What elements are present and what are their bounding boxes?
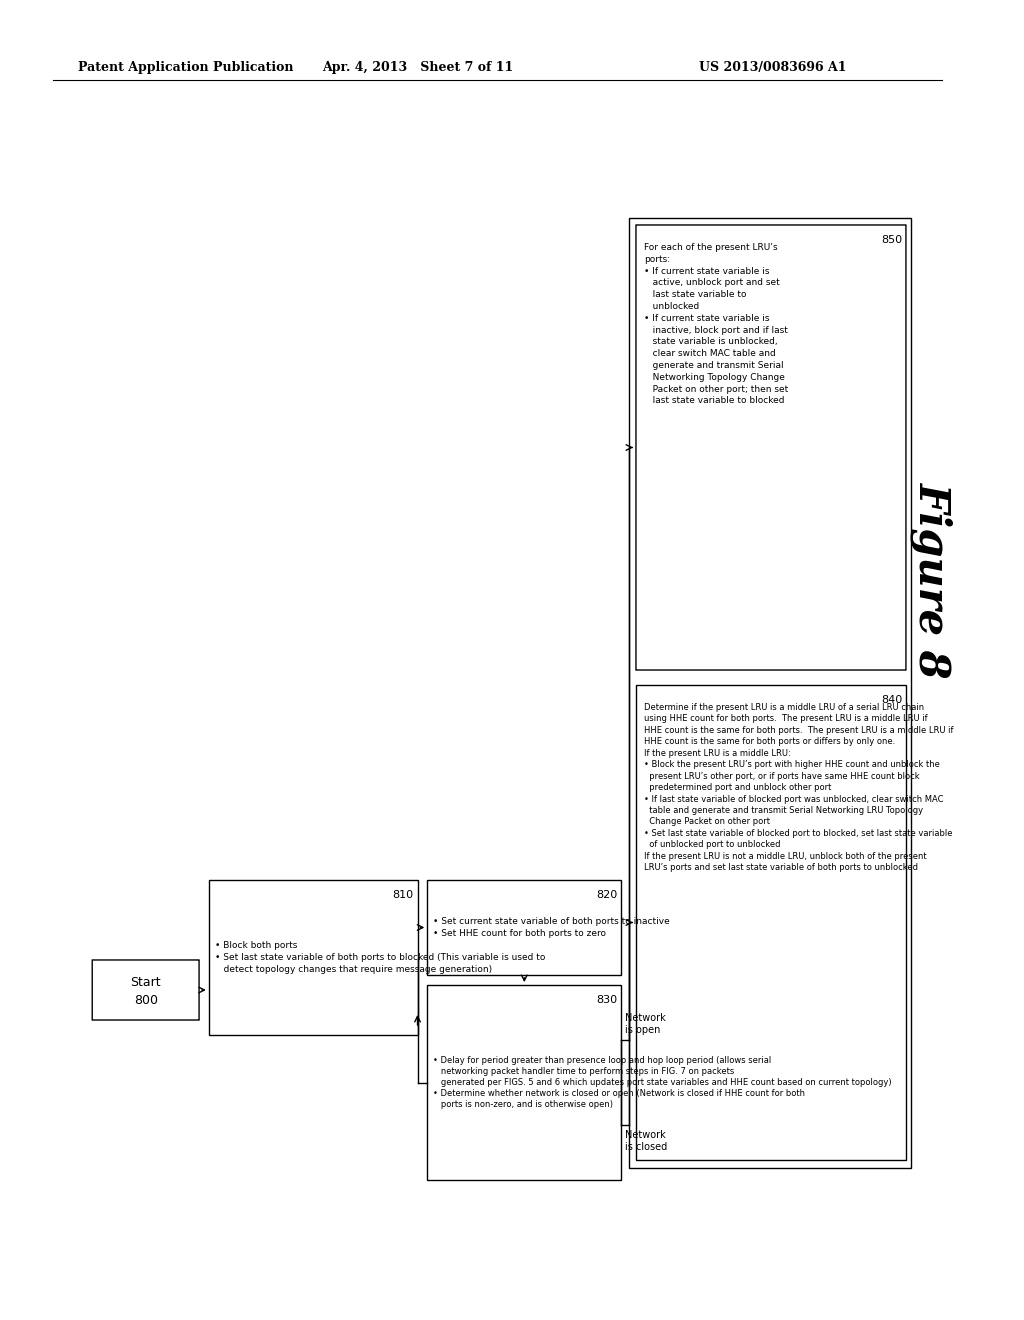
Text: Network
is closed: Network is closed	[626, 1130, 668, 1152]
FancyBboxPatch shape	[427, 985, 622, 1180]
Text: Start: Start	[130, 975, 161, 989]
Text: 800: 800	[134, 994, 158, 1006]
FancyBboxPatch shape	[92, 960, 199, 1020]
Text: Figure 8: Figure 8	[911, 482, 953, 678]
Text: 830: 830	[596, 995, 617, 1005]
Text: For each of the present LRU’s
ports:
• If current state variable is
   active, u: For each of the present LRU’s ports: • I…	[644, 243, 788, 405]
FancyBboxPatch shape	[636, 685, 906, 1160]
Text: Patent Application Publication: Patent Application Publication	[78, 62, 293, 74]
Text: US 2013/0083696 A1: US 2013/0083696 A1	[699, 62, 847, 74]
Text: 810: 810	[392, 890, 414, 900]
FancyBboxPatch shape	[636, 224, 906, 671]
Text: 820: 820	[596, 890, 617, 900]
Text: Apr. 4, 2013   Sheet 7 of 11: Apr. 4, 2013 Sheet 7 of 11	[322, 62, 513, 74]
Text: • Delay for period greater than presence loop and hop loop period (allows serial: • Delay for period greater than presence…	[433, 1056, 892, 1109]
FancyBboxPatch shape	[209, 880, 418, 1035]
Text: • Set current state variable of both ports to inactive
• Set HHE count for both : • Set current state variable of both por…	[433, 917, 670, 939]
Text: Determine if the present LRU is a middle LRU of a serial LRU chain
using HHE cou: Determine if the present LRU is a middle…	[644, 704, 953, 873]
Text: • Block both ports
• Set last state variable of both ports to blocked (This vari: • Block both ports • Set last state vari…	[215, 941, 545, 974]
FancyBboxPatch shape	[629, 218, 910, 1168]
Text: 840: 840	[881, 696, 902, 705]
Text: Network
is open: Network is open	[626, 1012, 666, 1035]
FancyBboxPatch shape	[427, 880, 622, 975]
Text: 850: 850	[881, 235, 902, 246]
